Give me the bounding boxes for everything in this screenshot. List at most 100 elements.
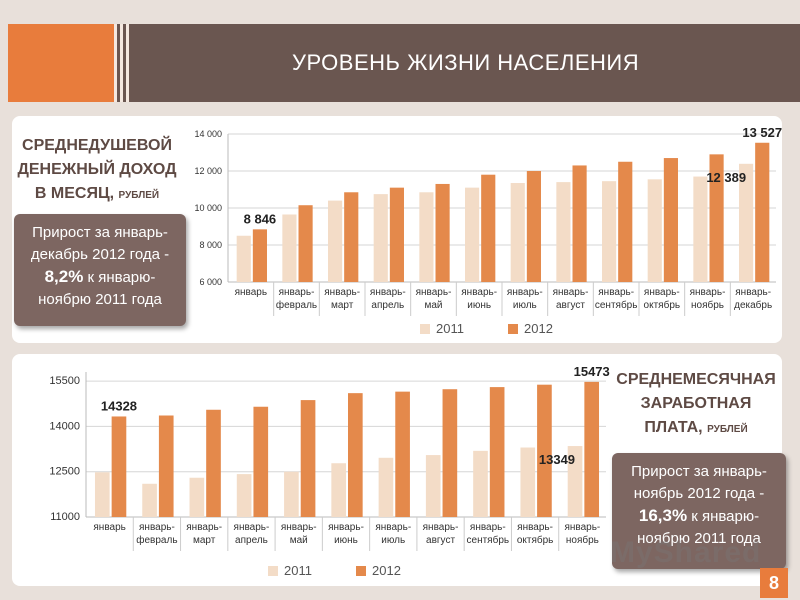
data-label: 13349	[539, 452, 575, 467]
x-tick-label: ноябрь	[566, 534, 599, 546]
bar-2012	[489, 387, 505, 517]
bar-2011	[567, 446, 583, 517]
callout-line: ноябрь 2012 года -	[633, 485, 765, 502]
bar-2012	[300, 400, 316, 517]
y-tick-label: 12500	[49, 466, 80, 478]
x-tick-label: август	[426, 535, 455, 546]
income-title-unit: РУБЛЕЙ	[118, 190, 160, 201]
x-tick-label: январь-	[553, 287, 589, 298]
header-stripe	[114, 24, 117, 102]
income-growth-callout: Прирост за январь- декабрь 2012 года - 8…	[14, 214, 186, 326]
x-tick-label: январь-	[234, 522, 270, 533]
x-tick-label: январь-	[644, 287, 680, 298]
legend-label: 2011	[284, 563, 312, 578]
x-tick-label: октябрь	[517, 534, 554, 546]
x-tick-label: январь-	[370, 287, 406, 298]
y-tick-label: 8 000	[199, 240, 222, 250]
salary-section-title: СРЕДНЕМЕСЯЧНАЯ ЗАРАБОТНАЯ ПЛАТА, РУБЛЕЙ	[608, 368, 784, 442]
x-tick-label: июль	[381, 535, 405, 546]
bar-2012	[618, 161, 633, 282]
legend-swatch	[268, 566, 278, 576]
data-label: 12 389	[706, 170, 746, 185]
x-tick-label: июнь	[467, 300, 491, 311]
income-title-text: В МЕСЯЦ,	[34, 185, 115, 202]
bar-2011	[378, 457, 394, 517]
x-tick-label: май	[290, 535, 308, 546]
x-tick-label: февраль	[136, 534, 177, 546]
x-tick-label: март	[193, 535, 216, 546]
bar-2012	[111, 416, 127, 517]
header-stripe	[126, 24, 129, 102]
data-label: 15473	[574, 364, 610, 379]
x-tick-label: январь-	[517, 522, 553, 533]
x-tick-label: январь-	[735, 287, 771, 298]
y-tick-label: 10 000	[194, 203, 222, 213]
bar-2012	[526, 171, 541, 282]
bar-2012	[435, 183, 450, 282]
bar-2011	[142, 483, 157, 517]
callout-line: 16,3% к январю-	[612, 505, 786, 528]
bar-2012	[298, 205, 313, 282]
x-tick-label: март	[331, 300, 354, 311]
bar-2012	[572, 165, 587, 282]
callout-text: к январю-	[687, 508, 760, 525]
y-tick-label: 14 000	[194, 129, 222, 139]
bar-2012	[252, 229, 267, 282]
bar-2011	[328, 200, 343, 282]
bar-2012	[537, 384, 552, 517]
bar-2011	[556, 182, 571, 282]
header-stripe	[120, 24, 123, 102]
salary-growth-callout: Прирост за январь- ноябрь 2012 года - 16…	[612, 453, 786, 569]
x-tick-label: январь-	[328, 522, 364, 533]
data-label: 8 846	[244, 211, 277, 226]
bar-2011	[647, 179, 662, 282]
bar-2011	[693, 176, 708, 282]
bar-2011	[465, 187, 480, 282]
bar-2012	[348, 393, 363, 517]
bar-2011	[739, 163, 754, 282]
x-tick-label: декабрь	[734, 299, 772, 311]
callout-line: ноябрю 2011 года	[637, 530, 761, 547]
bar-2012	[344, 192, 359, 282]
x-tick-label: январь-	[375, 522, 411, 533]
bar-2012	[663, 158, 678, 282]
x-tick-label: январь-	[598, 287, 634, 298]
bar-2012	[481, 174, 496, 282]
y-tick-label: 11000	[50, 511, 80, 523]
y-tick-label: 14000	[49, 420, 80, 432]
y-tick-label: 12 000	[194, 166, 222, 176]
income-section-title: СРЕДНЕДУШЕВОЙ ДЕНЕЖНЫЙ ДОХОД В МЕСЯЦ, РУ…	[10, 134, 184, 208]
x-tick-label: январь-	[507, 287, 543, 298]
x-tick-label: январь	[93, 522, 125, 533]
x-tick-label: январь-	[139, 522, 175, 533]
bar-2011	[520, 447, 536, 517]
callout-highlight: 8,2%	[44, 267, 84, 286]
x-tick-label: июнь	[334, 535, 358, 546]
bar-2011	[473, 450, 488, 517]
income-title-line: ДЕНЕЖНЫЙ ДОХОД	[17, 161, 177, 178]
x-tick-label: сентябрь	[467, 534, 510, 546]
bar-2012	[709, 154, 724, 282]
bar-2011	[236, 474, 252, 517]
x-tick-label: сентябрь	[595, 299, 638, 311]
y-tick-label: 15500	[49, 375, 80, 387]
bar-2011	[331, 463, 346, 517]
data-label: 13 527	[742, 125, 782, 140]
callout-line: Прирост за январь-	[631, 463, 767, 480]
bar-2012	[389, 187, 404, 282]
bar-2012	[442, 389, 458, 517]
bar-2011	[602, 181, 617, 282]
bar-2011	[94, 472, 110, 517]
bar-2011	[425, 455, 441, 517]
bar-2011	[373, 194, 388, 282]
x-tick-label: апрель	[371, 300, 404, 311]
x-tick-label: январь-	[324, 287, 360, 298]
x-tick-label: январь-	[186, 522, 222, 533]
callout-text: к январю-	[83, 269, 156, 286]
x-tick-label: июль	[513, 300, 537, 311]
bar-2012	[253, 406, 269, 517]
header-accent	[8, 24, 114, 102]
income-title-line: СРЕДНЕДУШЕВОЙ	[22, 137, 172, 154]
